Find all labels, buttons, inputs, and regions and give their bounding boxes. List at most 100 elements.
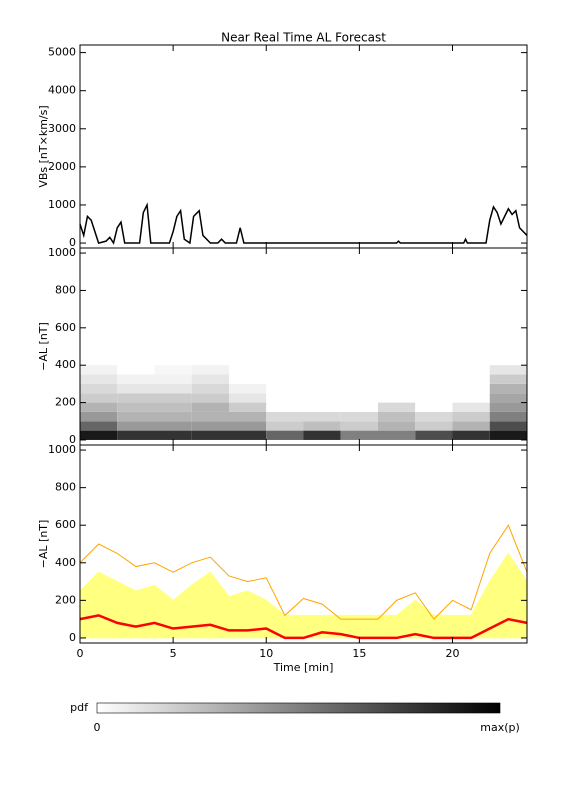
colorbar-label: pdf <box>70 701 89 714</box>
heat-cell <box>266 402 304 412</box>
colorbar-min: 0 <box>94 721 101 734</box>
heat-cell <box>266 374 304 384</box>
heat-cell <box>452 393 490 403</box>
heat-cell <box>266 430 304 440</box>
heat-cell <box>191 411 229 422</box>
heat-cell <box>378 383 416 394</box>
y-tick-label: 600 <box>55 321 76 334</box>
heat-cell <box>452 383 490 394</box>
heat-cell <box>154 374 192 384</box>
heat-cell <box>80 411 118 422</box>
heat-cell <box>154 393 192 403</box>
heat-cell <box>489 402 527 412</box>
heat-cell <box>191 374 229 384</box>
heat-cell <box>378 430 416 440</box>
x-tick-label: 0 <box>77 647 84 660</box>
heat-cell <box>229 421 267 431</box>
heat-cell <box>80 365 118 375</box>
y-tick-label: 400 <box>55 556 76 569</box>
y-axis-label: VBs [nT×km/s] <box>37 105 50 187</box>
heat-cell <box>378 365 416 375</box>
heat-cell <box>229 365 267 375</box>
y-tick-label: 400 <box>55 358 76 371</box>
y-tick-label: 4000 <box>48 84 76 97</box>
heat-cell <box>117 402 155 412</box>
heat-cell <box>340 393 378 403</box>
heat-cell <box>415 411 453 422</box>
y-tick-label: 1000 <box>48 198 76 211</box>
y-axis-label: −AL [nT] <box>37 520 50 569</box>
heat-cell <box>229 383 267 394</box>
heat-cell <box>340 374 378 384</box>
area <box>79 552 528 639</box>
y-tick-label: 3000 <box>48 122 76 135</box>
heat-cell <box>452 430 490 440</box>
heat-cell <box>154 421 192 431</box>
heat-cell <box>489 365 527 375</box>
plot-frame <box>79 444 528 644</box>
heat-cell <box>266 365 304 375</box>
heat-cell <box>154 430 192 440</box>
y-tick-label: 200 <box>55 396 76 409</box>
data-line <box>79 524 528 620</box>
heat-cell <box>452 402 490 412</box>
heat-cell <box>80 421 118 431</box>
heat-cell <box>415 365 453 375</box>
heat-cell <box>80 430 118 440</box>
x-tick-label: 5 <box>170 647 177 660</box>
heat-cell <box>229 393 267 403</box>
heat-cell <box>415 430 453 440</box>
heat-cell <box>452 411 490 422</box>
y-tick-label: 0 <box>69 236 76 249</box>
heat-cell <box>266 383 304 394</box>
y-tick-label: 2000 <box>48 160 76 173</box>
heat-cell <box>378 374 416 384</box>
heat-cell <box>303 383 341 394</box>
heat-cell <box>117 421 155 431</box>
heat-cell <box>191 402 229 412</box>
heat-cell <box>303 393 341 403</box>
heat-cell <box>191 365 229 375</box>
heat-cell <box>378 411 416 422</box>
heat-cell <box>191 383 229 394</box>
heat-cell <box>266 421 304 431</box>
heat-cell <box>117 365 155 375</box>
x-axis-label: Time [min] <box>273 661 334 674</box>
heat-cell <box>80 383 118 394</box>
heat-cell <box>117 374 155 384</box>
heat-cell <box>303 365 341 375</box>
y-tick-label: 5000 <box>48 46 76 59</box>
heat-cell <box>117 411 155 422</box>
x-tick-label: 10 <box>259 647 273 660</box>
y-tick-label: 1000 <box>48 443 76 456</box>
heat-cell <box>340 430 378 440</box>
heat-cell <box>303 402 341 412</box>
y-tick-label: 200 <box>55 593 76 606</box>
chart-title: Near Real Time AL Forecast <box>221 31 386 45</box>
heat-cell <box>340 383 378 394</box>
y-tick-label: 1000 <box>48 246 76 259</box>
heat-cell <box>117 430 155 440</box>
heat-cell <box>191 421 229 431</box>
heat-cell <box>154 365 192 375</box>
heat-cell <box>452 421 490 431</box>
heat-cell <box>489 430 527 440</box>
heat-cell <box>452 374 490 384</box>
heat-cell <box>266 411 304 422</box>
heat-cell <box>80 393 118 403</box>
heat-cell <box>452 365 490 375</box>
heat-cell <box>415 402 453 412</box>
heat-cell <box>303 421 341 431</box>
heat-cell <box>378 421 416 431</box>
heat-cell <box>340 411 378 422</box>
heat-cell <box>191 430 229 440</box>
y-tick-label: 600 <box>55 518 76 531</box>
heat-cell <box>191 393 229 403</box>
heat-cell <box>415 393 453 403</box>
heat-cell <box>415 421 453 431</box>
y-tick-label: 800 <box>55 283 76 296</box>
heat-cell <box>303 411 341 422</box>
x-tick-label: 15 <box>352 647 366 660</box>
heat-cell <box>340 421 378 431</box>
